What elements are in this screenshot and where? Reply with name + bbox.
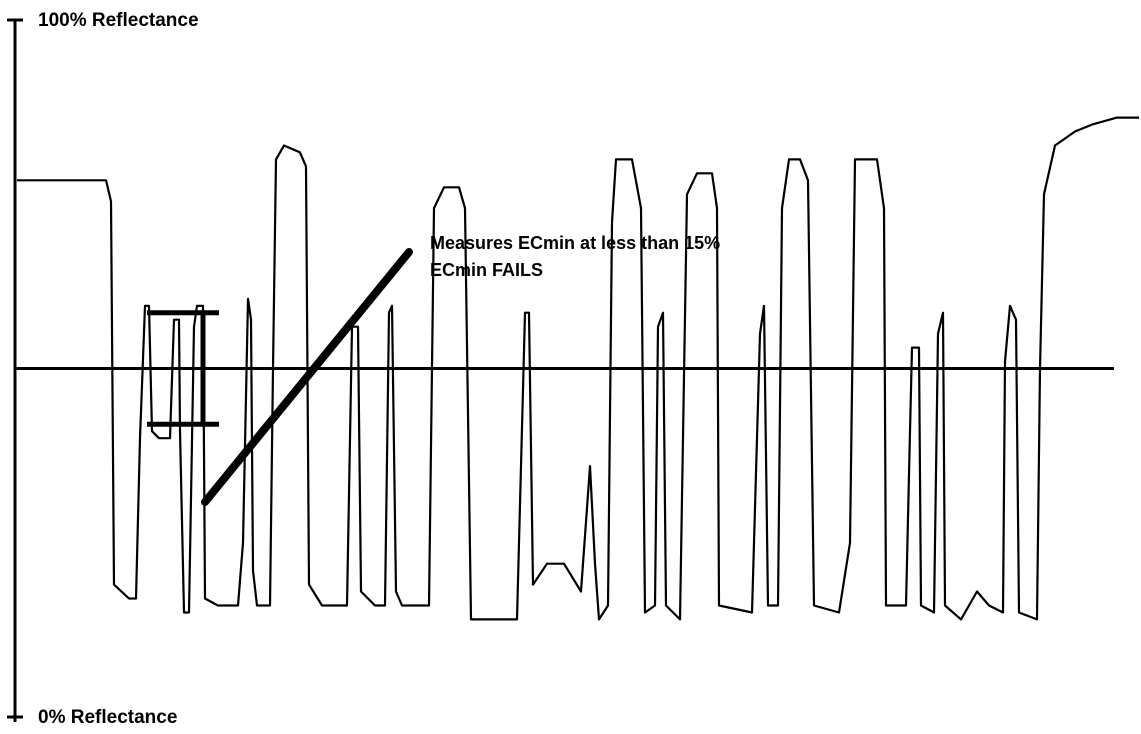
annotation-line-1: Measures ECmin at less than 15% [430,233,720,253]
bottom-axis-label: 0% Reflectance [38,707,177,728]
reflectance-signal-line [17,116,1139,621]
annotation-line-2: ECmin FAILS [430,260,543,280]
ecmin-bracket [147,310,219,427]
top-axis-label: 100% Reflectance [38,10,199,31]
annotation-leader-line [201,248,413,506]
